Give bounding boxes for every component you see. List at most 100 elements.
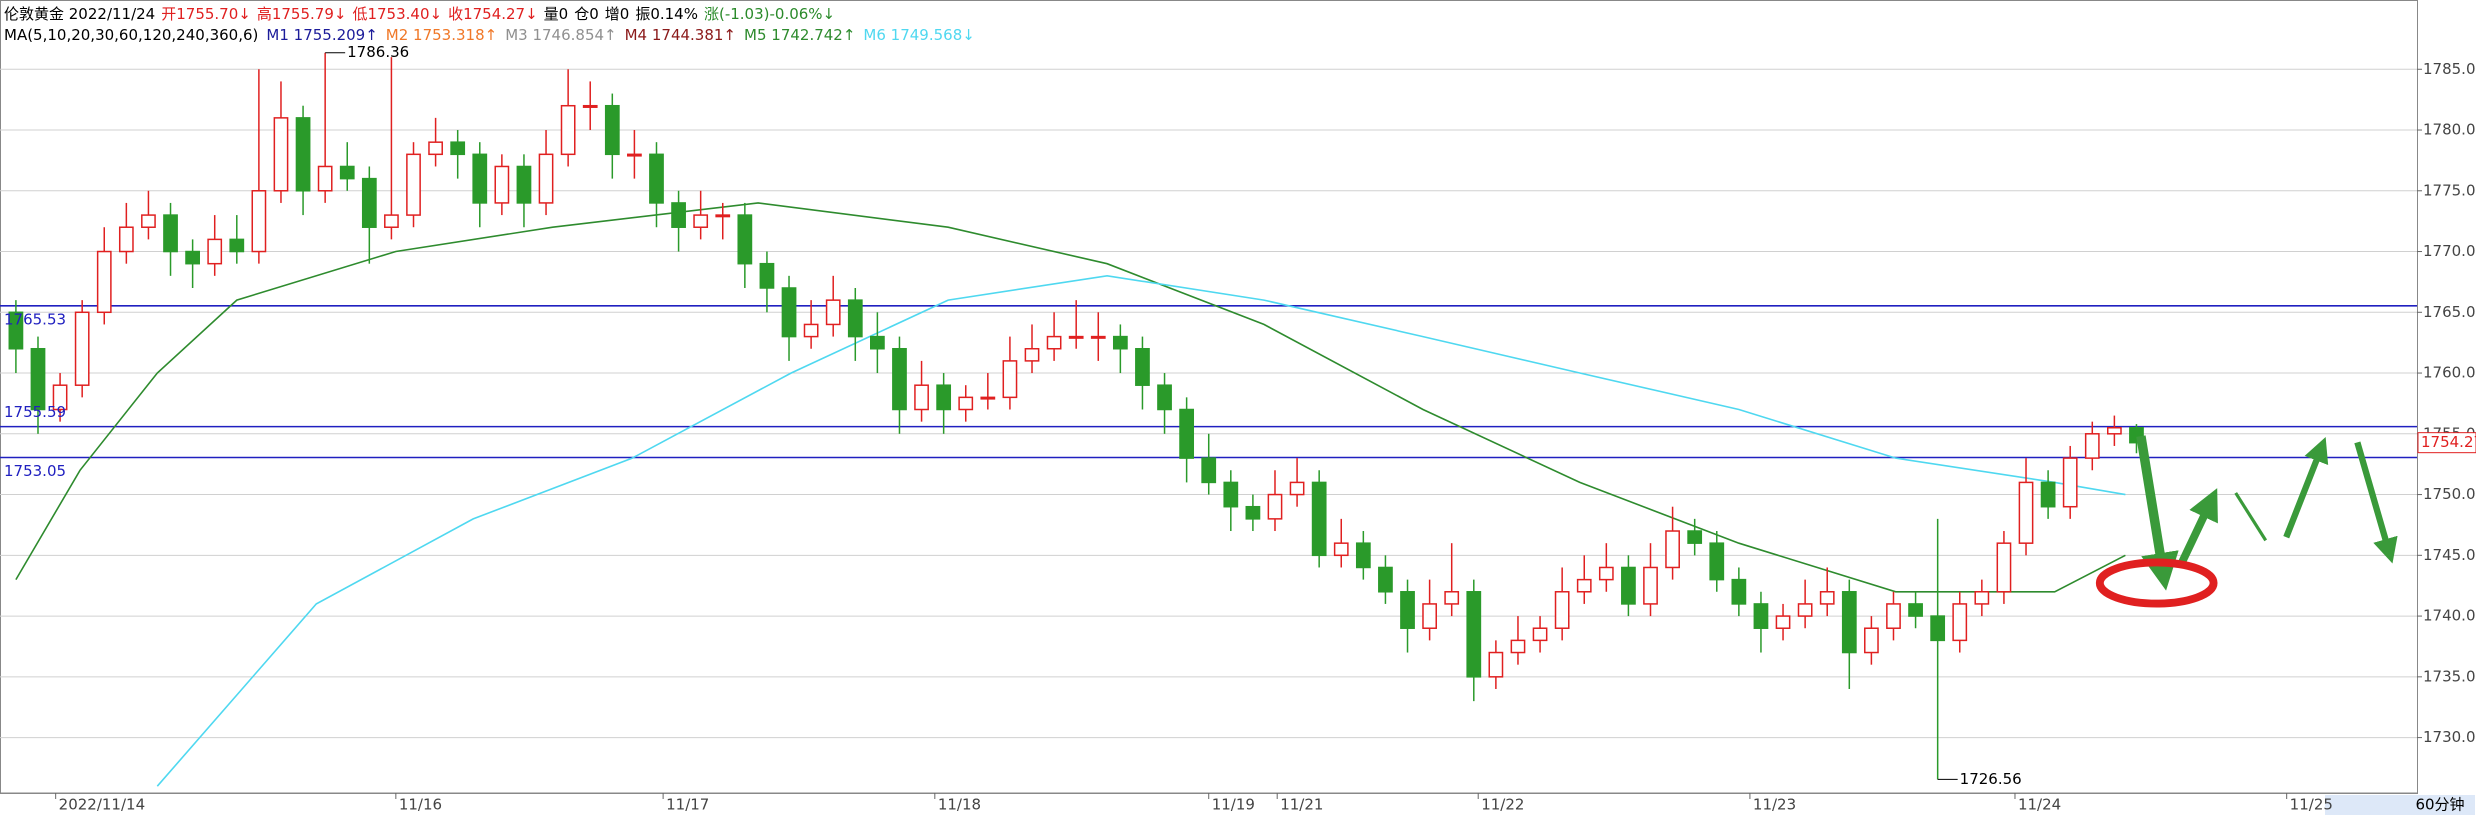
- level-label: 1765.53: [4, 310, 66, 328]
- candle-body: [1444, 591, 1460, 605]
- ma-legend-item: M4 1744.381↑: [625, 26, 736, 44]
- candle-body: [494, 165, 510, 204]
- candle-body: [251, 190, 267, 253]
- info-item: 振0.14%: [635, 5, 698, 23]
- candle-body: [538, 153, 554, 204]
- info-item: 增0: [605, 5, 630, 23]
- candle-body: [1179, 408, 1195, 459]
- candle-body: [8, 311, 24, 350]
- candle-body: [604, 104, 620, 156]
- period-box: [2325, 795, 2475, 815]
- candle-body: [715, 214, 731, 218]
- ma-legend-item: M2 1753.318↑: [386, 26, 497, 44]
- candle-body: [2018, 481, 2034, 544]
- ma-legend-item: M5 1742.742↑: [744, 26, 855, 44]
- candle-body: [74, 311, 90, 386]
- candle-body: [1554, 591, 1570, 629]
- y-tick-label: 1770.00: [2423, 242, 2476, 260]
- arrow: [2176, 488, 2218, 568]
- candle-body: [2062, 457, 2078, 508]
- candle-body: [1378, 566, 1393, 593]
- candle-body: [141, 214, 156, 228]
- candle-body: [1864, 627, 1879, 654]
- low-label: 1726.56: [1960, 770, 2022, 788]
- candle-body: [1289, 481, 1305, 496]
- candle-body: [649, 153, 664, 204]
- candle-body: [737, 214, 753, 265]
- candle-body: [450, 141, 466, 156]
- candle-body: [472, 153, 488, 204]
- candle-body: [582, 104, 598, 108]
- info-item: 仓0: [574, 5, 599, 23]
- candle-body: [781, 287, 797, 338]
- candle-body: [1311, 481, 1327, 557]
- info-item: 开1755.70↓: [161, 5, 251, 23]
- candle-body: [1775, 615, 1791, 629]
- candle-body: [295, 117, 311, 192]
- candle-body: [1974, 591, 1990, 605]
- info-item: 低1753.40↓: [352, 5, 442, 23]
- candle-body: [1665, 530, 1680, 569]
- candle-body: [1245, 505, 1261, 520]
- candle-body: [980, 396, 996, 400]
- ma-legend-item: M6 1749.568↓: [863, 26, 974, 44]
- info-row: 伦敦黄金 2022/11/24 开1755.70↓ 高1755.79↓ 低1753.4…: [4, 5, 835, 23]
- x-tick-label: 11/18: [938, 796, 981, 814]
- candle-body: [1930, 615, 1946, 642]
- candle-body: [1886, 603, 1901, 629]
- candle-body: [185, 250, 200, 265]
- x-tick-label: 11/22: [1481, 796, 1524, 814]
- info-item: 高1755.79↓: [257, 5, 347, 23]
- arrow: [2283, 436, 2329, 539]
- candle-body: [2107, 426, 2122, 435]
- candle-body: [1466, 591, 1482, 678]
- candle-body: [803, 323, 819, 338]
- x-tick-label: 11/25: [2290, 796, 2333, 814]
- ma-line: [156, 274, 2126, 787]
- y-tick-label: 1730.00: [2423, 728, 2476, 746]
- x-tick-label: 11/17: [666, 796, 709, 814]
- level-label: 1753.05: [4, 462, 66, 480]
- candle-body: [1135, 347, 1150, 386]
- info-item: 收1754.27↓: [448, 5, 538, 23]
- candle-body: [273, 117, 289, 192]
- candle-body: [1621, 566, 1636, 605]
- y-tick-label: 1740.00: [2423, 607, 2476, 625]
- info-item: 量0: [544, 5, 569, 23]
- x-tick-label: 11/16: [399, 796, 442, 814]
- candle-body: [759, 262, 775, 289]
- candle-body: [1753, 603, 1769, 629]
- y-tick-label: 1750.00: [2423, 485, 2476, 503]
- candle-body: [2084, 433, 2100, 459]
- arrow: [2136, 435, 2179, 591]
- candle-body: [207, 238, 223, 265]
- candle-body: [384, 214, 399, 228]
- candle-body: [1355, 542, 1371, 569]
- candle-body: [1002, 360, 1018, 399]
- candle-body: [1223, 481, 1239, 508]
- candle-body: [1687, 530, 1703, 544]
- period-label: 60分钟: [2415, 796, 2464, 814]
- candle-body: [892, 347, 907, 411]
- candle-body: [1952, 603, 1968, 642]
- ma-line: [15, 202, 2126, 593]
- candle-body: [52, 384, 68, 411]
- candle-body: [361, 177, 377, 228]
- ma-legend-item: MA(5,10,20,30,60,120,240,360,6): [4, 26, 258, 44]
- candle-body: [516, 165, 532, 204]
- candle-body: [936, 384, 952, 411]
- candle-body: [1709, 542, 1725, 581]
- candle-body: [560, 104, 576, 156]
- x-tick-label: 11/24: [2018, 796, 2061, 814]
- candle-body: [2040, 481, 2056, 508]
- candle-body: [1267, 493, 1283, 520]
- arrow: [2354, 441, 2398, 564]
- candle-body: [1532, 627, 1548, 642]
- candle-body: [163, 214, 178, 253]
- y-tick-label: 1735.00: [2423, 667, 2476, 685]
- candle-body: [30, 347, 46, 411]
- candle-body: [428, 141, 443, 156]
- last-price-label: 1754.27: [2421, 433, 2476, 451]
- candle-body: [1488, 651, 1504, 678]
- candle-body: [825, 299, 841, 326]
